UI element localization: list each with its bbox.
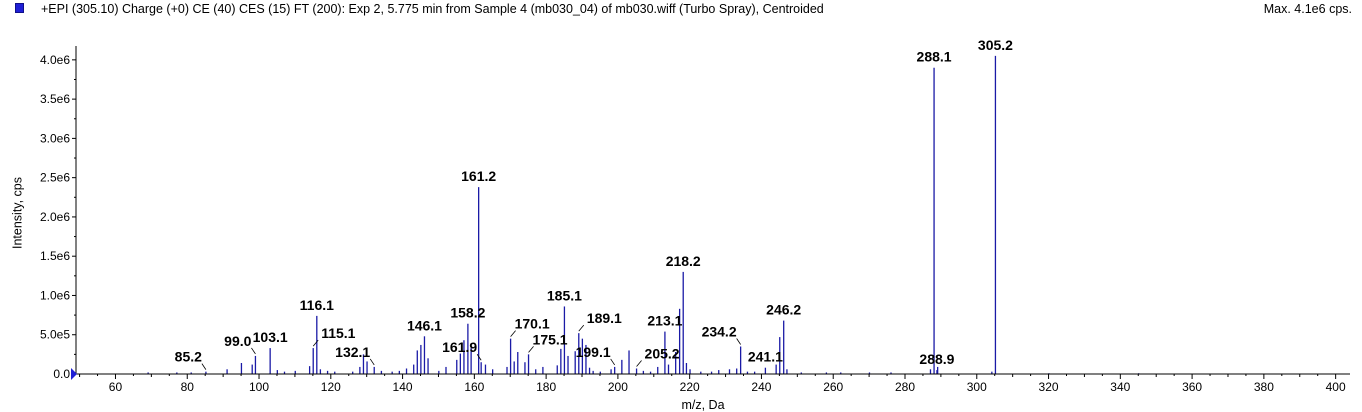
legend-swatch-icon[interactable] <box>15 3 24 13</box>
x-tick-label: 400 <box>1326 380 1346 394</box>
y-tick-label: 3.5e6 <box>40 92 70 106</box>
peak-annotation: 199.1 <box>576 344 611 360</box>
peak-annotation: 288.1 <box>917 49 952 65</box>
x-tick-label: 240 <box>751 380 771 394</box>
annotation-leader <box>201 363 207 370</box>
peak-annotation: 213.1 <box>647 313 682 329</box>
annotation-leader <box>610 358 616 366</box>
peak-annotations: 305.2 288.1 161.2 218.2 185.1 116.1 246.2 158.2… <box>175 37 1013 370</box>
x-tick-label: 220 <box>680 380 700 394</box>
x-tick-label: 360 <box>1182 380 1202 394</box>
y-tick-label: 1.0e6 <box>40 288 70 302</box>
peak-annotation: 175.1 <box>533 331 568 347</box>
annotation-leader <box>578 324 585 332</box>
y-tick-label: 2.0e6 <box>40 210 70 224</box>
x-tick-label: 340 <box>1110 380 1130 394</box>
peak-annotation: 288.9 <box>919 351 954 367</box>
x-tick-label: 380 <box>1254 380 1274 394</box>
peak-annotation: 103.1 <box>253 329 288 345</box>
peak-annotation: 161.9 <box>442 339 477 355</box>
peak-bars <box>147 55 1140 374</box>
peak-annotation: 170.1 <box>515 316 550 332</box>
peak-annotation: 218.2 <box>666 253 701 269</box>
x-tick-label: 280 <box>895 380 915 394</box>
annotation-leader <box>510 330 516 337</box>
x-tick-label: 120 <box>321 380 341 394</box>
peak-annotation: 116.1 <box>300 297 334 313</box>
spectrum-title: +EPI (305.10) Charge (+0) CE (40) CES (1… <box>41 2 824 16</box>
annotation-leader <box>369 358 375 366</box>
x-tick-label: 60 <box>109 380 123 394</box>
peak-annotation: 189.1 <box>587 310 622 326</box>
annotation-leader <box>636 360 642 367</box>
x-tick-label: 160 <box>464 380 484 394</box>
peak-annotation: 185.1 <box>547 287 582 303</box>
peak-annotation: 132.1 <box>335 344 370 360</box>
annotation-leader <box>312 339 319 347</box>
x-tick-label: 320 <box>1039 380 1059 394</box>
annotation-leader <box>476 353 482 361</box>
peak-annotation: 158.2 <box>450 305 485 321</box>
peak-annotation: 115.1 <box>321 325 355 341</box>
y-axis-title: Intensity, cps <box>10 177 24 249</box>
peak-annotation: 161.2 <box>461 168 496 184</box>
peak-annotation: 241.1 <box>748 349 783 365</box>
x-tick-label: 300 <box>967 380 987 394</box>
peak-annotation: 205.2 <box>645 346 680 362</box>
annotation-leader <box>251 347 256 355</box>
x-tick-label: 100 <box>249 380 269 394</box>
peak-annotation: 246.2 <box>766 302 801 318</box>
annotation-leader <box>528 346 534 353</box>
x-tick-label: 180 <box>536 380 556 394</box>
axis-marker-icon[interactable] <box>71 368 77 380</box>
x-axis-title: m/z, Da <box>681 398 724 412</box>
x-tick-label: 200 <box>608 380 628 394</box>
x-tick-label: 260 <box>823 380 843 394</box>
y-tick-label: 3.0e6 <box>40 131 70 145</box>
axes: 0.0 5.0e5 1.0e6 1.5e6 2.0e6 2.5e6 3.0e6 3.5e6 4.… <box>40 46 1350 394</box>
peak-annotation: 305.2 <box>978 37 1013 53</box>
y-tick-label: 0.0 <box>53 367 70 381</box>
y-tick-label: 5.0e5 <box>40 328 70 342</box>
max-intensity-label: Max. 4.1e6 cps. <box>1263 2 1352 16</box>
y-tick-label: 2.5e6 <box>40 171 70 185</box>
x-tick-label: 80 <box>181 380 195 394</box>
y-tick-label: 1.5e6 <box>40 249 70 263</box>
y-tick-label: 4.0e6 <box>40 53 70 67</box>
peak-annotation: 146.1 <box>407 317 442 333</box>
spectrum-header: +EPI (305.10) Charge (+0) CE (40) CES (1… <box>0 0 1362 22</box>
x-tick-label: 140 <box>393 380 413 394</box>
peak-annotation: 99.0 <box>224 333 251 349</box>
annotation-leader <box>736 338 741 345</box>
peak-annotation: 234.2 <box>702 324 737 340</box>
peak-annotation: 85.2 <box>175 349 202 365</box>
